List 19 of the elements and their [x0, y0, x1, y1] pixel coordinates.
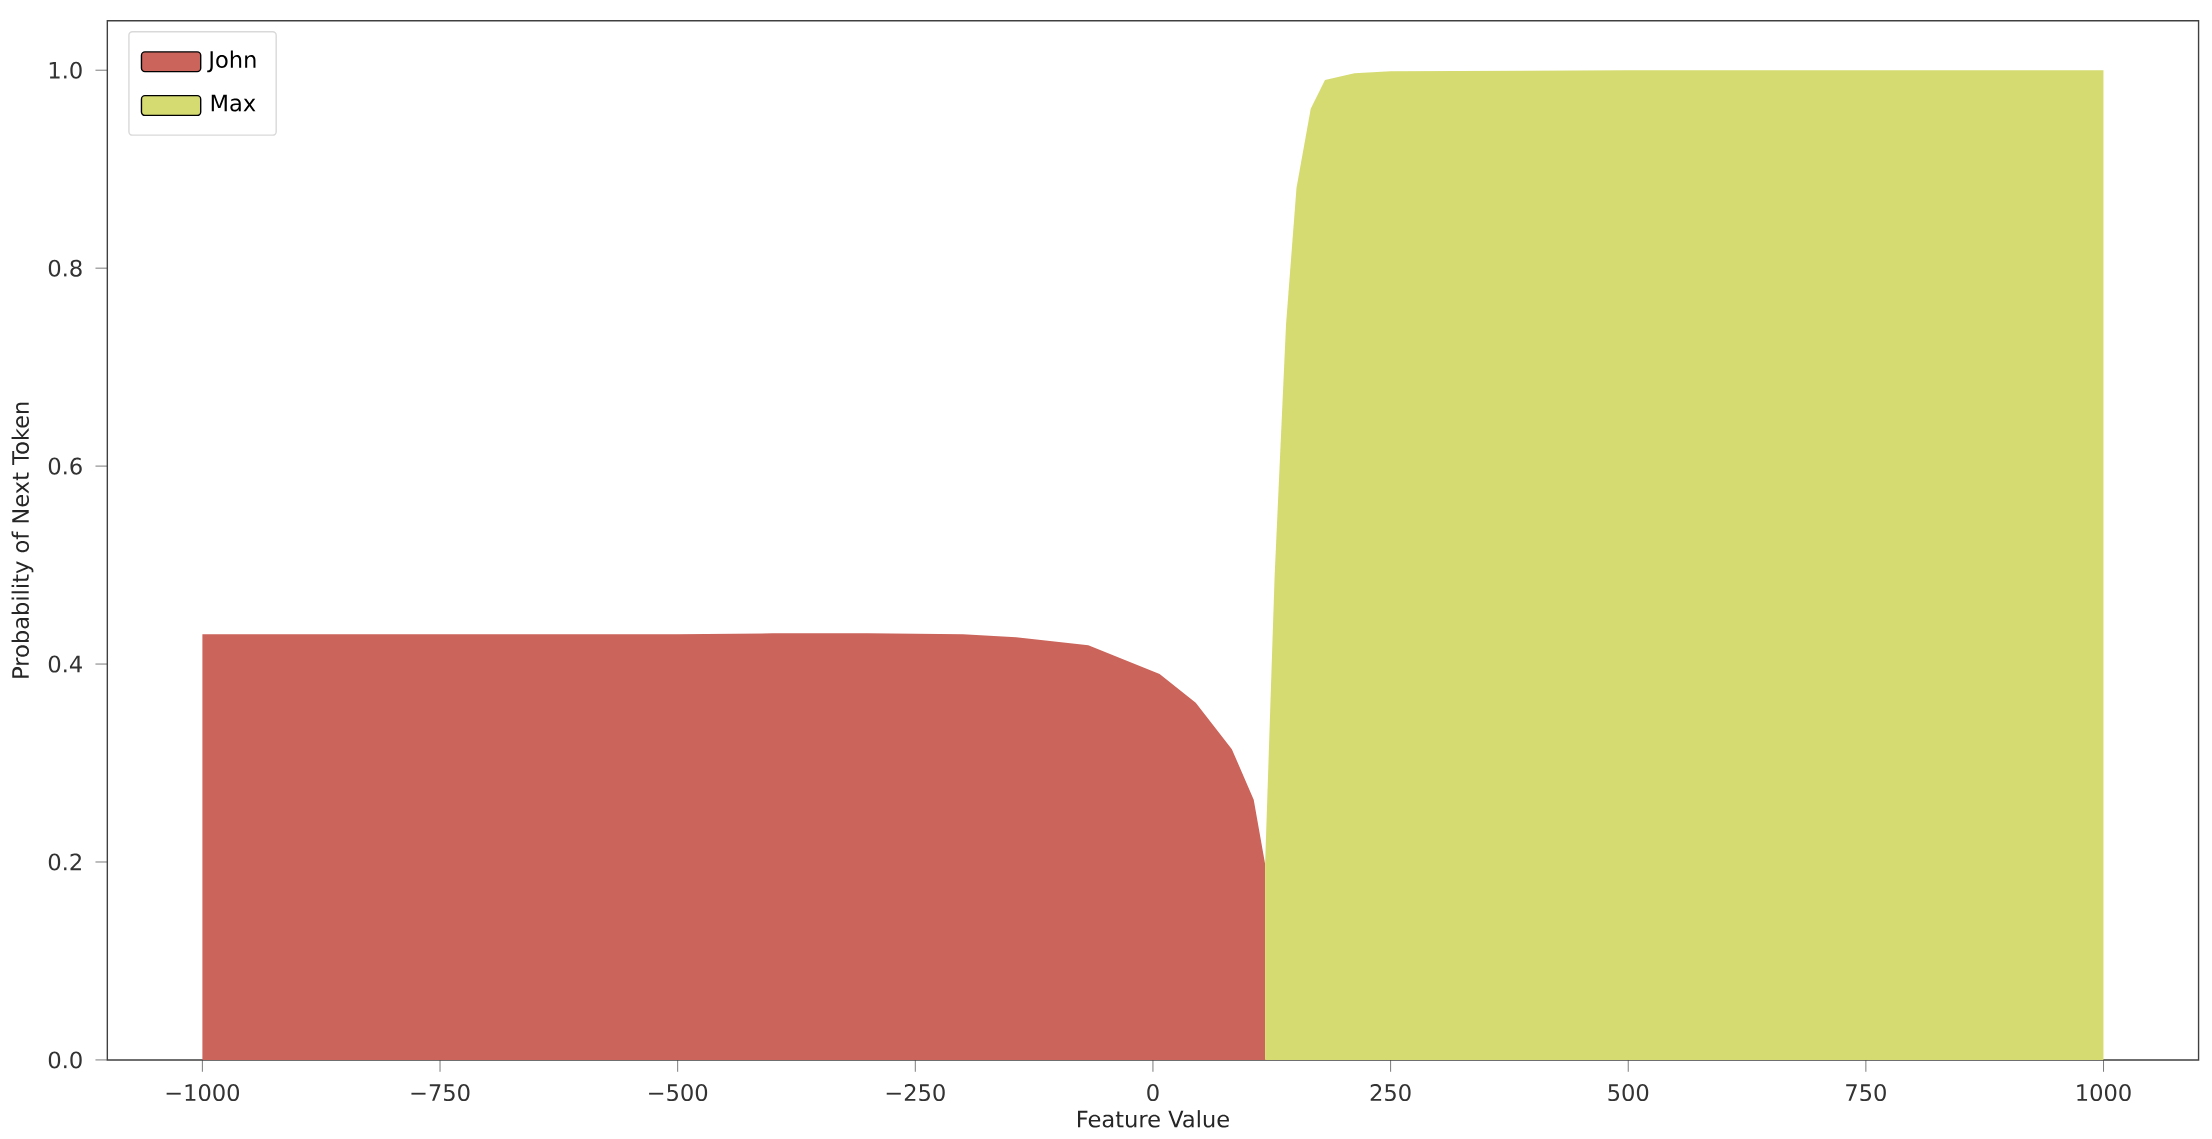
legend-label: John [207, 50, 256, 73]
y-tick-label: 1.0 [49, 61, 82, 79]
y-tick-label: 0.0 [48, 1051, 82, 1069]
x-tick-label: 500 [1608, 1084, 1649, 1102]
y-tick-label: 0.8 [48, 259, 82, 277]
x-axis-title: Feature Value [1078, 1110, 1229, 1128]
y-axis-title: Probability of Next Token [11, 402, 34, 678]
legend-label: Max [211, 94, 256, 112]
x-tick-label: 750 [1846, 1084, 1886, 1102]
x-tick-label: −250 [886, 1084, 945, 1102]
x-tick-label: −500 [649, 1084, 708, 1102]
y-tick-label: 0.6 [48, 457, 82, 475]
x-tick-label: −750 [411, 1084, 470, 1102]
y-tick-label: 0.2 [48, 853, 81, 871]
x-tick-label: 250 [1370, 1084, 1411, 1102]
x-tick-label: −1000 [166, 1084, 240, 1102]
x-tick-label: 1000 [2077, 1084, 2131, 1102]
x-tick-label: 0 [1147, 1084, 1159, 1102]
y-tick-label: 0.4 [48, 655, 82, 673]
